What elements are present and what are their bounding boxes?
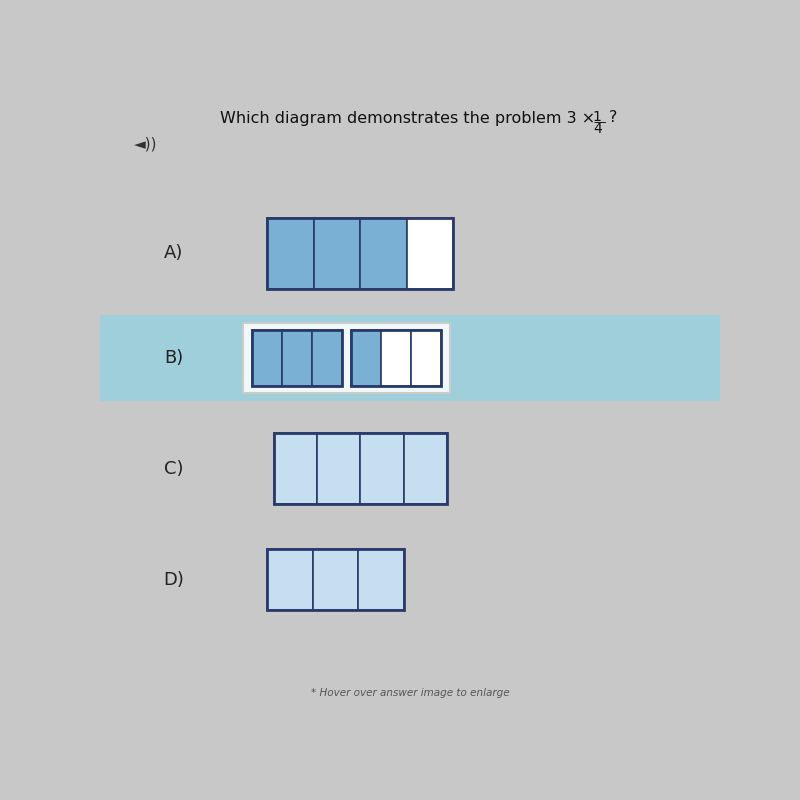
Bar xyxy=(274,434,317,504)
Bar xyxy=(267,218,454,289)
Bar xyxy=(360,434,404,504)
Bar xyxy=(267,549,404,610)
Text: * Hover over answer image to enlarge: * Hover over answer image to enlarge xyxy=(310,689,510,698)
Bar xyxy=(312,330,342,386)
Bar xyxy=(100,314,720,401)
Bar xyxy=(267,218,314,289)
Bar xyxy=(252,330,342,386)
Text: ?: ? xyxy=(608,110,617,125)
Text: 1: 1 xyxy=(593,110,602,123)
Text: A): A) xyxy=(164,244,184,262)
Text: —: — xyxy=(593,116,606,130)
Bar xyxy=(381,330,411,386)
Bar xyxy=(411,330,441,386)
Bar xyxy=(313,549,358,610)
Bar xyxy=(317,434,360,504)
Bar xyxy=(314,218,360,289)
Bar xyxy=(351,330,441,386)
Text: 4: 4 xyxy=(593,122,602,136)
Bar xyxy=(361,218,407,289)
Text: C): C) xyxy=(164,460,184,478)
Text: D): D) xyxy=(163,570,184,589)
Bar xyxy=(407,218,454,289)
Text: ◄)): ◄)) xyxy=(134,136,158,151)
Text: B): B) xyxy=(165,349,184,366)
Bar xyxy=(252,330,282,386)
Bar xyxy=(404,434,447,504)
Bar xyxy=(267,549,313,610)
Bar xyxy=(358,549,404,610)
Bar xyxy=(242,322,450,393)
Bar xyxy=(274,434,447,504)
Text: Which diagram demonstrates the problem 3 ×: Which diagram demonstrates the problem 3… xyxy=(220,111,600,126)
Bar xyxy=(282,330,312,386)
Bar xyxy=(351,330,381,386)
